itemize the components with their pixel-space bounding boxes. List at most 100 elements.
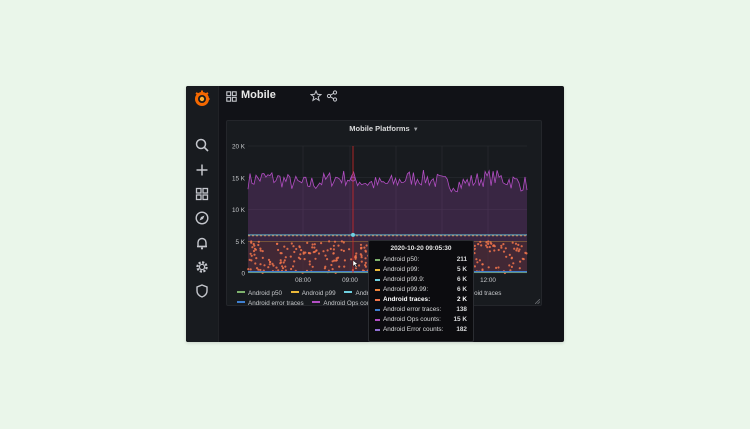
tooltip-series-value: 6 K <box>457 286 467 293</box>
trace-point <box>289 255 292 258</box>
tooltip-series-name: Android traces: <box>383 296 431 303</box>
trace-point <box>251 246 254 249</box>
trace-point <box>257 268 260 271</box>
tooltip-row: Android p50: 211 <box>375 256 467 265</box>
trace-point <box>495 266 498 269</box>
trace-point <box>360 260 363 263</box>
trace-point <box>261 250 264 253</box>
x-tick-label: 12:00 <box>480 277 496 284</box>
resize-handle-icon[interactable] <box>535 299 540 304</box>
trace-point <box>489 241 492 244</box>
trace-point <box>308 252 311 255</box>
trace-point <box>342 241 345 244</box>
legend-row-2: Android error traces Android Ops cou <box>237 300 377 307</box>
trace-point <box>313 243 316 246</box>
y-tick-label: 20 K <box>232 144 246 151</box>
explore-compass-icon[interactable] <box>194 210 210 226</box>
trace-point <box>519 260 522 263</box>
dashboard-title[interactable]: Mobile <box>241 89 276 101</box>
trace-point <box>363 246 366 249</box>
series-line-ops-counts <box>247 169 528 193</box>
trace-point <box>337 244 340 247</box>
trace-point <box>479 240 482 243</box>
trace-point <box>365 244 368 247</box>
tooltip-series-name: Android error traces: <box>383 306 442 313</box>
graph-tooltip: 2020-10-20 09:05:30 Android p50: 211 Andr… <box>368 240 474 342</box>
trace-point <box>249 268 252 271</box>
trace-point <box>360 246 363 249</box>
trace-point <box>340 240 343 243</box>
legend-row-1: Android p50 Android p99 Androi <box>237 290 381 297</box>
trace-point <box>332 244 335 247</box>
trace-point <box>328 240 331 243</box>
trace-point <box>324 254 327 257</box>
trace-point <box>315 249 318 252</box>
search-icon[interactable] <box>194 137 210 153</box>
trace-point <box>286 247 289 250</box>
trace-point <box>510 265 513 268</box>
trace-point <box>488 245 491 249</box>
tooltip-series-value: 2 K <box>457 296 467 303</box>
trace-point <box>290 242 293 245</box>
tooltip-series-name: Android p99.9: <box>383 276 425 283</box>
trace-point <box>492 244 495 247</box>
trace-point <box>360 256 363 259</box>
tooltip-swatch <box>375 319 380 321</box>
legend-label: Androi <box>355 290 374 297</box>
tooltip-swatch <box>375 299 380 301</box>
legend-swatch <box>290 291 299 294</box>
dashboards-icon[interactable] <box>194 186 210 202</box>
legend-item-traces[interactable]: roid traces <box>472 290 501 297</box>
trace-point <box>249 252 252 255</box>
trace-point <box>497 248 500 252</box>
legend-label: Android error traces <box>248 300 304 307</box>
trace-point <box>500 246 503 249</box>
panel-title[interactable]: Mobile Platforms ▼ <box>227 124 541 133</box>
legend-item-p99-9[interactable]: Androi <box>344 290 374 297</box>
chevron-down-icon[interactable]: ▼ <box>412 127 419 133</box>
legend-item-p99[interactable]: Android p99 <box>290 290 336 297</box>
trace-point <box>481 268 484 271</box>
trace-point <box>478 259 481 262</box>
trace-point <box>333 259 336 262</box>
trace-point <box>313 250 316 253</box>
trace-point <box>267 258 271 261</box>
trace-point <box>311 265 314 268</box>
gear-icon[interactable] <box>194 259 210 275</box>
trace-point <box>513 247 516 250</box>
trace-point <box>343 265 346 268</box>
share-icon[interactable] <box>326 90 338 102</box>
x-tick-label: 09:00 <box>342 277 358 284</box>
legend-item-p50[interactable]: Android p50 <box>237 290 282 297</box>
trace-point <box>329 247 332 250</box>
tooltip-series-value: 138 <box>456 306 467 313</box>
tooltip-row: Android p99.99: 6 K <box>375 286 467 295</box>
trace-point <box>510 257 513 260</box>
trace-point <box>313 246 316 249</box>
alert-bell-icon[interactable] <box>194 235 210 251</box>
trace-point <box>308 260 311 263</box>
plus-icon[interactable] <box>194 162 210 178</box>
trace-point <box>283 259 286 262</box>
star-icon[interactable] <box>310 90 322 102</box>
trace-point <box>521 257 524 260</box>
trace-point <box>331 268 334 271</box>
trace-point <box>250 259 253 262</box>
tooltip-swatch <box>375 269 380 271</box>
legend-item-error-traces[interactable]: Android error traces <box>237 300 304 307</box>
trace-point <box>354 256 357 259</box>
legend-item-ops-counts[interactable]: Android Ops cou <box>312 300 370 307</box>
trace-point <box>355 252 358 255</box>
trace-point <box>354 267 358 270</box>
grafana-logo-icon[interactable] <box>192 88 212 108</box>
tooltip-series-name: Android p99: <box>383 266 420 273</box>
legend-swatch <box>312 301 321 304</box>
trace-point <box>255 267 259 270</box>
y-tick-label: 0 <box>241 271 245 278</box>
x-tick-label: 08:00 <box>295 277 311 284</box>
trace-point <box>364 265 367 268</box>
trace-point <box>250 241 253 244</box>
shield-icon[interactable] <box>194 283 210 299</box>
trace-point <box>300 249 303 252</box>
trace-point <box>508 253 511 256</box>
